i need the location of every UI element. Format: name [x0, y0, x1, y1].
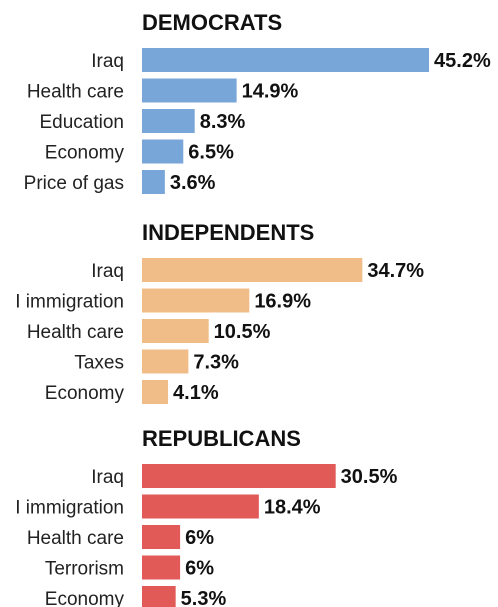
category-label: Iraq	[91, 467, 124, 488]
bar	[142, 319, 209, 343]
bar	[142, 525, 181, 549]
data-label: 4.1%	[173, 382, 219, 404]
panel-title: DEMOCRATS	[142, 10, 282, 35]
category-label: Education	[39, 112, 124, 133]
bar	[142, 464, 336, 488]
data-label: 45.2%	[434, 50, 491, 72]
data-label: 3.6%	[170, 172, 216, 194]
bar	[142, 258, 363, 282]
category-label: Economy	[45, 589, 125, 607]
data-label: 8.3%	[200, 111, 246, 133]
data-label: 7.3%	[193, 352, 239, 374]
data-label: 14.9%	[242, 81, 299, 103]
bar	[142, 288, 250, 313]
bar	[142, 48, 430, 72]
data-label: 5.3%	[181, 588, 227, 607]
panel-title: REPUBLICANS	[142, 426, 301, 451]
bar	[142, 78, 237, 103]
data-label: 16.9%	[254, 291, 311, 313]
data-label: 6.5%	[188, 142, 234, 164]
category-label: Iraq	[91, 261, 124, 282]
category-label: Iraq	[91, 51, 124, 72]
data-label: 6%	[185, 558, 214, 580]
panel-title: INDEPENDENTS	[142, 220, 314, 245]
data-label: 30.5%	[341, 466, 398, 488]
category-label: Health care	[27, 322, 124, 343]
data-label: 34.7%	[367, 260, 424, 282]
bar	[142, 555, 181, 580]
category-label: Terrorism	[45, 559, 124, 580]
data-label: 18.4%	[264, 497, 321, 519]
bar	[142, 380, 169, 404]
category-label: Health care	[27, 82, 124, 103]
category-label: Economy	[45, 143, 125, 164]
category-label: I immigration	[15, 498, 124, 519]
bar	[142, 109, 195, 133]
bar	[142, 494, 259, 519]
bar	[142, 586, 176, 607]
category-label: Economy	[45, 383, 125, 404]
chart-panel-republicans: REPUBLICANS Iraq 30.5% I immigration 18.4% He…	[15, 426, 398, 607]
chart-panel-independents: INDEPENDENTS Iraq 34.7% I immigration 16.9% H…	[15, 220, 424, 404]
bar	[142, 139, 184, 164]
category-label: Taxes	[74, 353, 124, 374]
category-label: Health care	[27, 528, 124, 549]
category-label: I immigration	[15, 292, 124, 313]
category-label: Price of gas	[24, 173, 124, 194]
bar	[142, 349, 189, 374]
data-label: 10.5%	[214, 321, 271, 343]
chart-panel-democrats: DEMOCRATS Iraq 45.2% Health care 14.9% Educat…	[24, 10, 491, 194]
data-label: 6%	[185, 527, 214, 549]
bar	[142, 170, 165, 194]
